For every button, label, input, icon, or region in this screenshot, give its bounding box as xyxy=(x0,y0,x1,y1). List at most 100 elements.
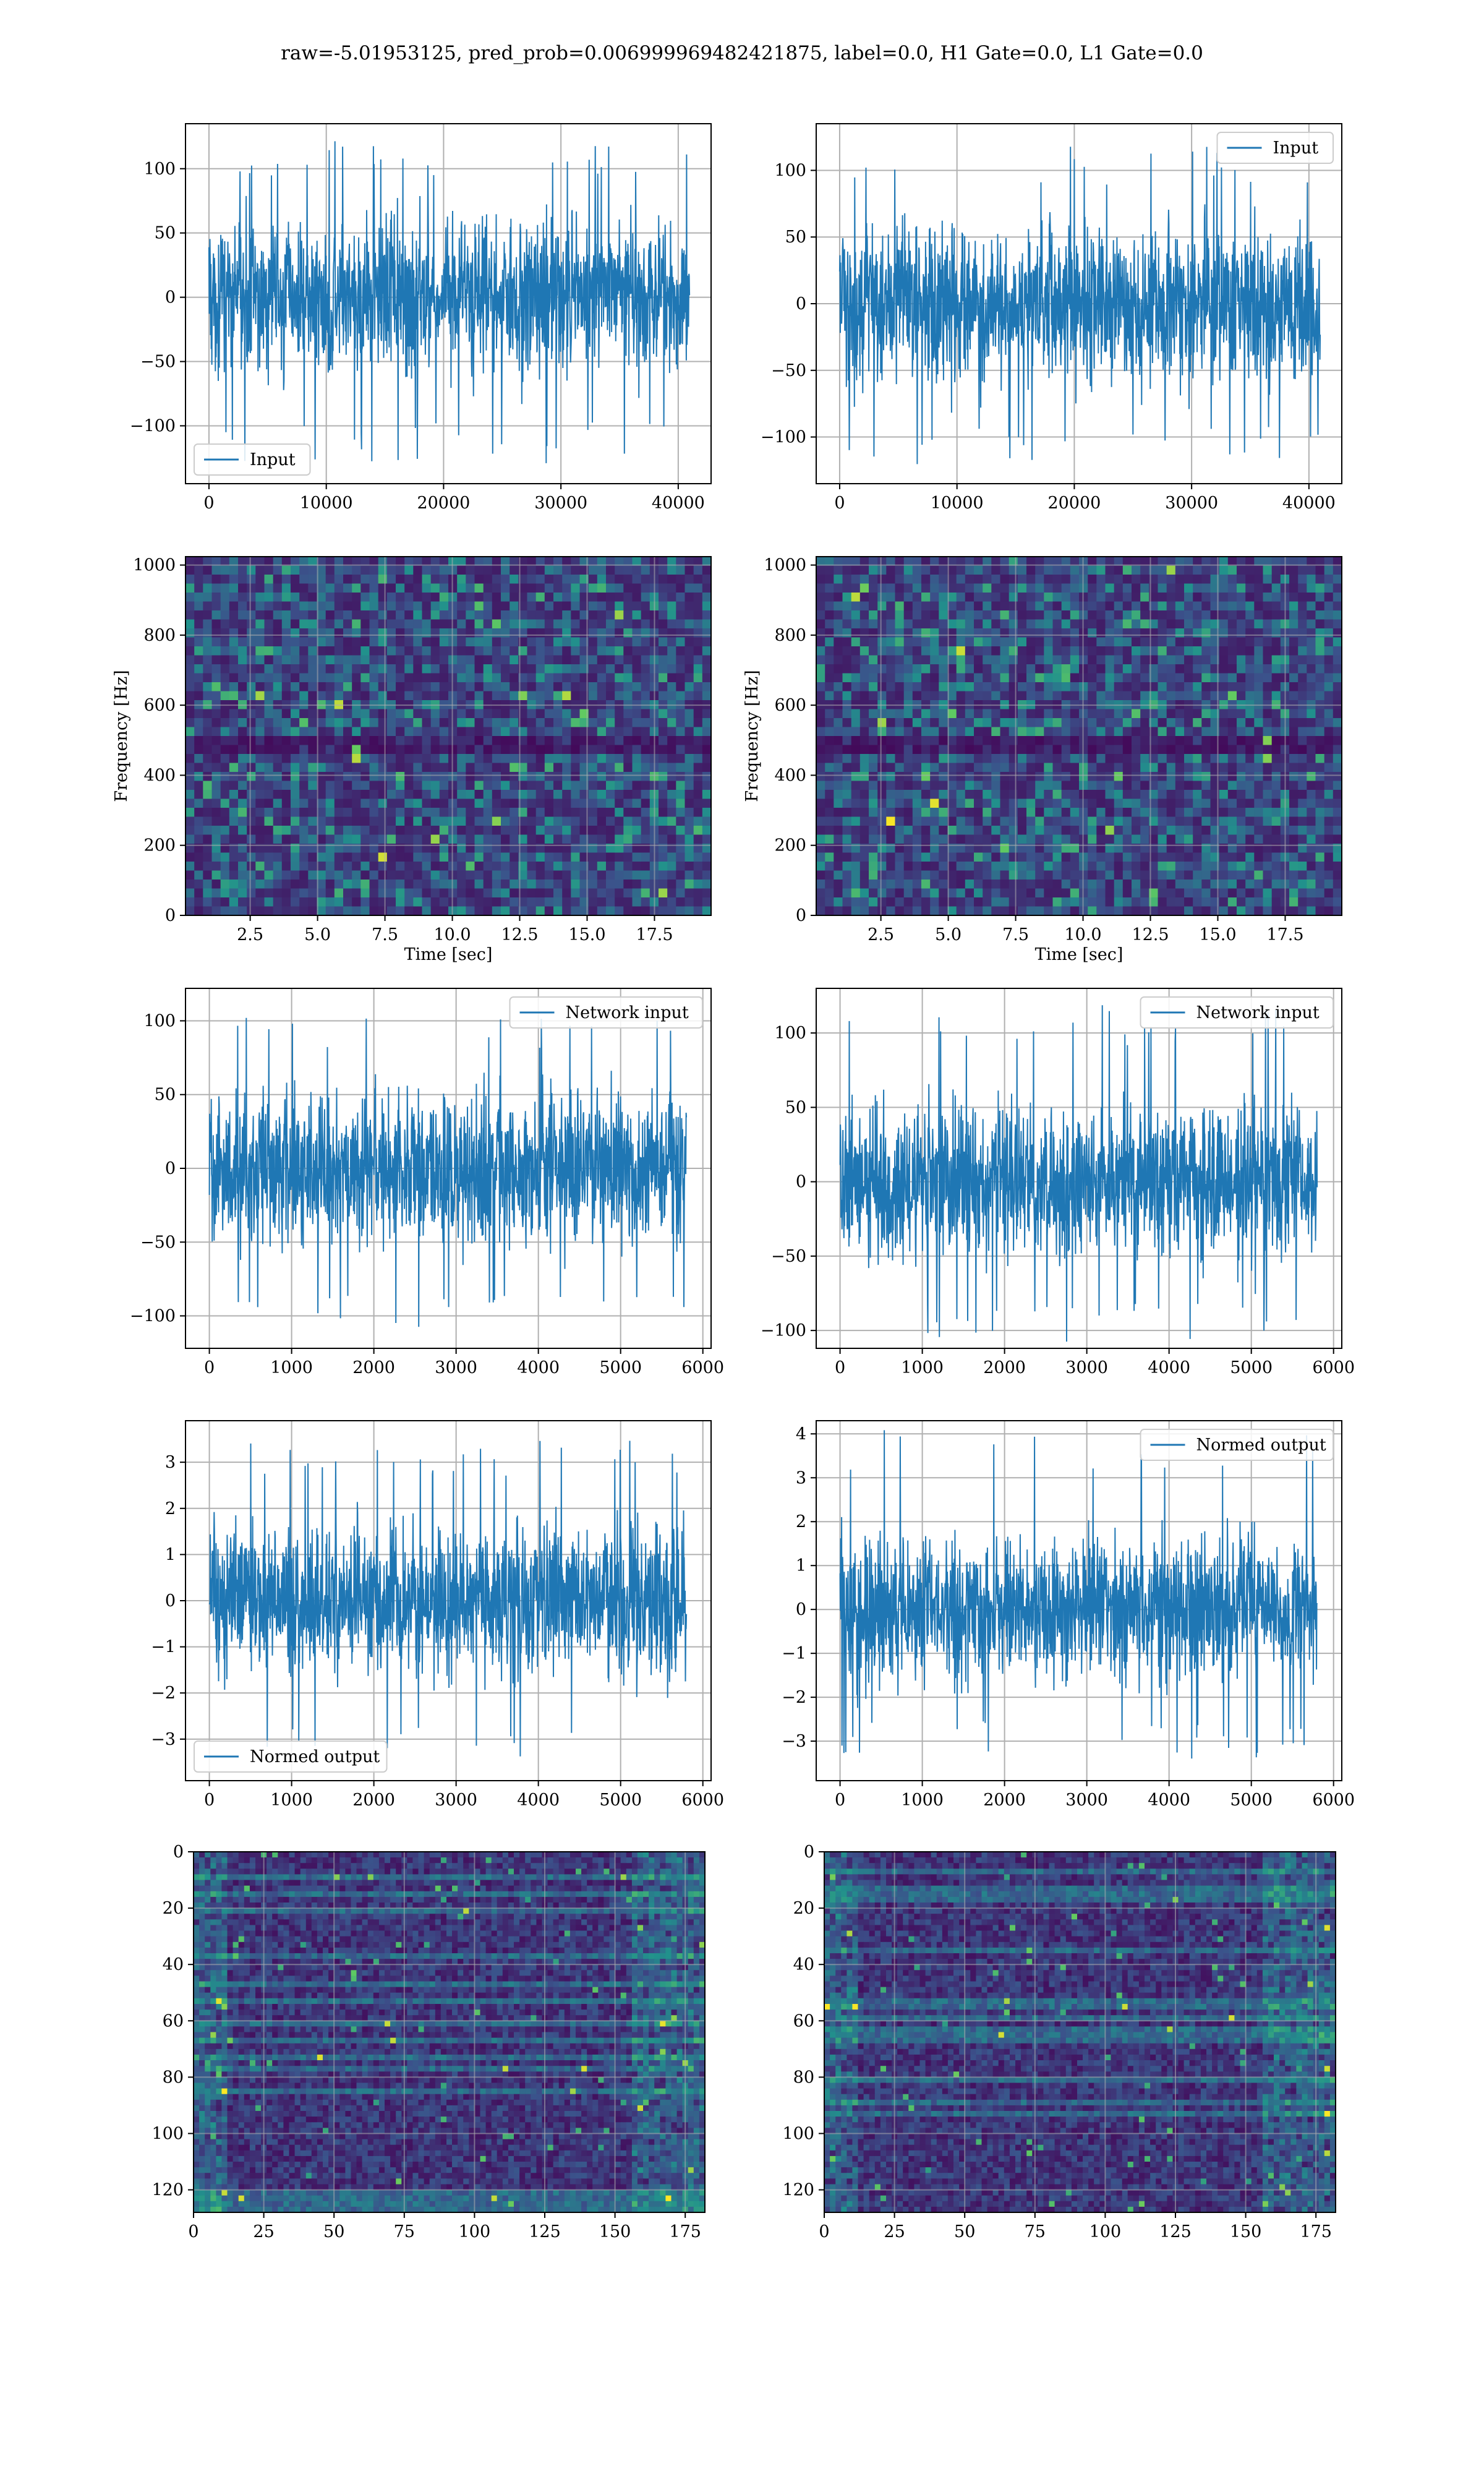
x-tick-label: 17.5 xyxy=(636,925,673,944)
y-tick-label: −1 xyxy=(151,1638,176,1657)
legend-label: Network input xyxy=(1196,1003,1320,1022)
axes-frame xyxy=(185,123,712,484)
x-tick-label: 0 xyxy=(204,1358,215,1377)
x-tick-label: 4000 xyxy=(1148,1358,1190,1377)
x-tick-label: 10.0 xyxy=(433,925,471,944)
y-tick-label: 100 xyxy=(782,2124,814,2143)
x-tick-label: 17.5 xyxy=(1266,925,1303,944)
y-tick-label: 0 xyxy=(165,1159,176,1178)
y-tick-label: 120 xyxy=(782,2181,814,2200)
x-tick-label: 75 xyxy=(394,2222,415,2241)
legend-label: Input xyxy=(1273,139,1319,158)
x-tick-label: 50 xyxy=(954,2222,975,2241)
y-tick-label: 3 xyxy=(165,1453,176,1472)
x-tick-label: 3000 xyxy=(435,1791,477,1810)
x-tick-label: 10.0 xyxy=(1064,925,1101,944)
y-tick-label: −50 xyxy=(140,1233,176,1252)
x-tick-label: 4000 xyxy=(517,1791,560,1810)
x-tick-label: 6000 xyxy=(1312,1791,1355,1810)
x-tick-label: 5000 xyxy=(1230,1358,1273,1377)
y-tick-label: −1 xyxy=(782,1644,806,1663)
x-axis-label: Time [sec] xyxy=(1035,945,1124,964)
x-tick-label: 5000 xyxy=(599,1358,642,1377)
y-tick-label: 0 xyxy=(165,906,176,925)
y-tick-label: −100 xyxy=(761,1321,806,1340)
y-tick-label: −50 xyxy=(771,361,806,380)
y-tick-label: 2 xyxy=(165,1499,176,1518)
heatmap-cells xyxy=(194,1852,706,2213)
x-tick-label: 15.0 xyxy=(568,925,605,944)
legend: Normed output xyxy=(194,1740,388,1773)
legend: Network input xyxy=(509,996,703,1029)
y-tick-label: 50 xyxy=(155,224,176,243)
x-tick-label: 25 xyxy=(884,2222,905,2241)
y-axis-label: Frequency [Hz] xyxy=(743,670,762,802)
legend-label: Normed output xyxy=(1196,1436,1326,1455)
y-tick-label: −50 xyxy=(140,353,176,372)
y-tick-label: −50 xyxy=(771,1247,806,1266)
y-tick-label: −100 xyxy=(130,416,176,435)
axes-frame xyxy=(185,556,712,916)
heatmap-cells xyxy=(816,557,1342,916)
l1-normed-output-chart: 0 1000 2000 3000 4000 5000 6000 −3 −2 −1 0 1 2 3 4 Norm… xyxy=(782,1420,1355,1810)
y-tick-label: 1 xyxy=(165,1545,176,1564)
y-tick-label: 60 xyxy=(793,2011,814,2031)
x-tick-label: 20000 xyxy=(417,494,470,513)
legend: Input xyxy=(194,443,311,476)
x-tick-label: 30000 xyxy=(1165,494,1218,513)
y-tick-label: 0 xyxy=(796,1173,806,1192)
y-tick-label: 100 xyxy=(774,161,806,180)
y-tick-label: 40 xyxy=(163,1955,184,1974)
x-tick-label: 5.0 xyxy=(304,925,331,944)
y-tick-label: 0 xyxy=(796,294,806,314)
x-tick-label: 6000 xyxy=(681,1791,724,1810)
y-tick-label: 0 xyxy=(804,1843,814,1862)
x-tick-label: 2.5 xyxy=(237,925,263,944)
x-tick-label: 10000 xyxy=(931,494,984,513)
x-tick-label: 75 xyxy=(1025,2222,1046,2241)
y-tick-label: 3 xyxy=(796,1468,806,1487)
x-tick-label: 6000 xyxy=(1312,1358,1355,1377)
x-tick-label: 2000 xyxy=(352,1358,395,1377)
y-tick-label: 1 xyxy=(796,1556,806,1575)
x-tick-label: 1000 xyxy=(270,1791,313,1810)
x-tick-label: 0 xyxy=(835,1358,845,1377)
y-tick-label: −100 xyxy=(761,428,806,447)
y-tick-label: 2 xyxy=(796,1512,806,1531)
series-line xyxy=(838,147,1321,464)
h1-feature-map-chart: 0 25 50 75 100 125 150 175 0 20 40 60 80 100 120 xyxy=(151,1843,706,2241)
y-tick-label: 50 xyxy=(785,228,806,247)
y-tick-label: 50 xyxy=(785,1098,806,1117)
y-tick-label: −100 xyxy=(130,1307,176,1326)
series-line xyxy=(839,1430,1318,1759)
x-tick-label: 0 xyxy=(819,2222,829,2241)
heatmap-cells xyxy=(824,1852,1336,2213)
x-tick-label: 20000 xyxy=(1047,494,1101,513)
y-tick-label: 4 xyxy=(796,1424,806,1444)
x-tick-label: 25 xyxy=(253,2222,274,2241)
y-tick-label: 20 xyxy=(163,1899,184,1918)
y-tick-label: 800 xyxy=(143,626,176,645)
x-tick-label: 150 xyxy=(599,2222,631,2241)
x-tick-label: 40000 xyxy=(652,494,705,513)
series-line xyxy=(208,141,691,463)
axes-frame xyxy=(816,988,1342,1349)
h1-network-input-chart: 0 1000 2000 3000 4000 5000 6000 −100 −50 0 50 100 Ne… xyxy=(130,988,724,1377)
y-tick-label: 0 xyxy=(165,288,176,307)
y-tick-label: 0 xyxy=(173,1843,184,1862)
x-tick-label: 0 xyxy=(188,2222,198,2241)
x-tick-label: 4000 xyxy=(517,1358,560,1377)
y-tick-label: 600 xyxy=(774,696,806,715)
y-axis-label: Frequency [Hz] xyxy=(112,670,131,802)
y-tick-label: 100 xyxy=(143,1011,176,1030)
series-line xyxy=(208,1440,688,1757)
legend: Normed output xyxy=(1140,1429,1334,1461)
x-tick-label: 40000 xyxy=(1282,494,1336,513)
legend-label: Network input xyxy=(566,1003,689,1022)
h1-normed-output-chart: 0 1000 2000 3000 4000 5000 6000 −3 −2 −1 0 1 2 3 Norme… xyxy=(151,1420,724,1810)
l1-spectrogram-chart: 2.5 5.0 7.5 10.0 12.5 15.0 17.5 0 200 400 600 800 10… xyxy=(743,556,1342,964)
x-tick-label: 30000 xyxy=(534,494,587,513)
x-tick-label: 1000 xyxy=(270,1358,313,1377)
x-tick-label: 1000 xyxy=(901,1791,944,1810)
y-tick-label: 100 xyxy=(143,160,176,179)
